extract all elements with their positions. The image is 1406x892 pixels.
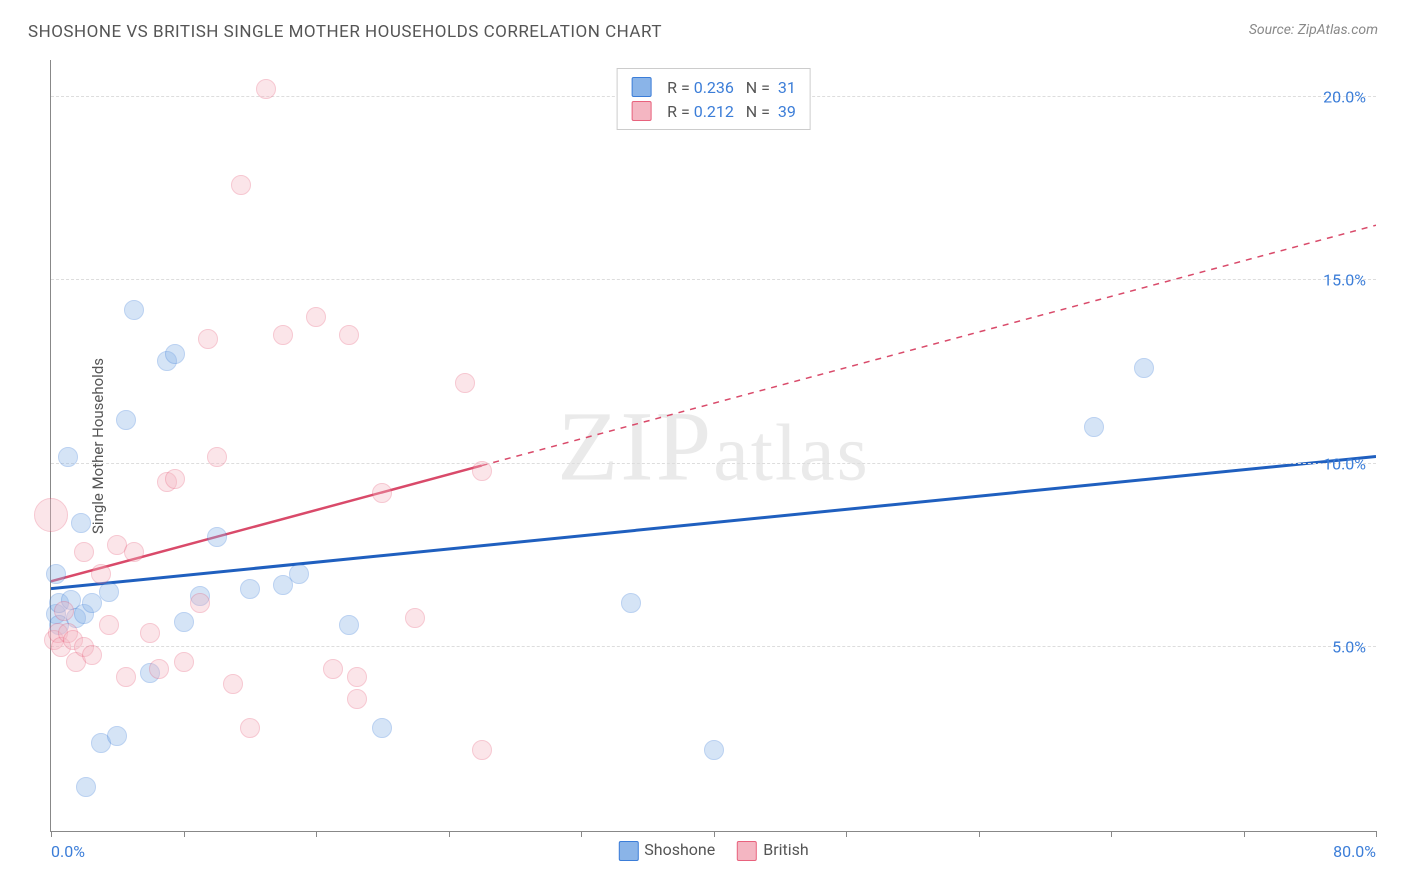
legend-swatch (631, 101, 651, 121)
stats-text: R = 0.236 N = 31 (667, 78, 796, 97)
stats-row: R = 0.236 N = 31 (631, 75, 796, 99)
data-point[interactable] (34, 498, 68, 532)
data-point[interactable] (71, 513, 91, 533)
data-point[interactable] (124, 542, 144, 562)
data-point[interactable] (58, 447, 78, 467)
plot-area: ZIPatlas R = 0.236 N = 31 R = 0.212 N = 3… (50, 60, 1376, 832)
y-tick-label: 5.0% (1332, 638, 1366, 657)
data-point[interactable] (174, 612, 194, 632)
data-point[interactable] (174, 652, 194, 672)
legend-label: British (763, 840, 808, 859)
data-point[interactable] (289, 564, 309, 584)
x-axis-max-label: 80.0% (1333, 842, 1376, 861)
data-point[interactable] (347, 689, 367, 709)
x-tick (316, 831, 317, 837)
gridline (51, 279, 1376, 280)
data-point[interactable] (190, 593, 210, 613)
data-point[interactable] (347, 667, 367, 687)
x-tick (1244, 831, 1245, 837)
data-point[interactable] (91, 564, 111, 584)
data-point[interactable] (76, 777, 96, 797)
data-point[interactable] (323, 659, 343, 679)
y-tick-label: 15.0% (1323, 271, 1366, 290)
data-point[interactable] (621, 593, 641, 613)
data-point[interactable] (140, 623, 160, 643)
data-point[interactable] (107, 726, 127, 746)
data-point[interactable] (1084, 417, 1104, 437)
x-tick (51, 831, 52, 837)
data-point[interactable] (372, 718, 392, 738)
data-point[interactable] (231, 175, 251, 195)
gridline (51, 463, 1376, 464)
chart-title: SHOSHONE VS BRITISH SINGLE MOTHER HOUSEH… (28, 22, 662, 42)
chart-container: SHOSHONE VS BRITISH SINGLE MOTHER HOUSEH… (0, 0, 1406, 892)
data-point[interactable] (455, 373, 475, 393)
data-point[interactable] (472, 740, 492, 760)
data-point[interactable] (240, 579, 260, 599)
data-point[interactable] (256, 79, 276, 99)
source-attribution: Source: ZipAtlas.com (1249, 22, 1378, 38)
data-point[interactable] (116, 667, 136, 687)
data-point[interactable] (1134, 358, 1154, 378)
data-point[interactable] (207, 527, 227, 547)
x-tick (979, 831, 980, 837)
data-point[interactable] (149, 659, 169, 679)
x-tick (184, 831, 185, 837)
stats-legend-box: R = 0.236 N = 31 R = 0.212 N = 39 (616, 68, 811, 130)
data-point[interactable] (405, 608, 425, 628)
data-point[interactable] (372, 483, 392, 503)
data-point[interactable] (704, 740, 724, 760)
gridline (51, 646, 1376, 647)
data-point[interactable] (99, 615, 119, 635)
x-tick (581, 831, 582, 837)
series-legend: Shoshone British (618, 840, 808, 861)
data-point[interactable] (339, 615, 359, 635)
data-point[interactable] (99, 582, 119, 602)
stats-row: R = 0.212 N = 39 (631, 99, 796, 123)
legend-item: British (737, 840, 808, 861)
y-tick-label: 20.0% (1323, 87, 1366, 106)
x-tick (1111, 831, 1112, 837)
data-point[interactable] (82, 645, 102, 665)
data-point[interactable] (54, 601, 74, 621)
data-point[interactable] (472, 461, 492, 481)
x-axis-min-label: 0.0% (51, 842, 85, 861)
x-tick (846, 831, 847, 837)
x-tick (449, 831, 450, 837)
data-point[interactable] (240, 718, 260, 738)
x-tick (1376, 831, 1377, 837)
data-point[interactable] (306, 307, 326, 327)
legend-label: Shoshone (644, 840, 715, 859)
data-point[interactable] (74, 542, 94, 562)
stats-text: R = 0.212 N = 39 (667, 102, 796, 121)
data-point[interactable] (198, 329, 218, 349)
y-tick-label: 10.0% (1323, 454, 1366, 473)
data-point[interactable] (207, 447, 227, 467)
data-point[interactable] (46, 564, 66, 584)
data-point[interactable] (165, 344, 185, 364)
data-point[interactable] (116, 410, 136, 430)
data-point[interactable] (339, 325, 359, 345)
data-point[interactable] (273, 325, 293, 345)
watermark: ZIPatlas (557, 388, 870, 503)
trend-lines (51, 60, 1376, 831)
legend-swatch (737, 841, 757, 861)
x-tick (714, 831, 715, 837)
data-point[interactable] (165, 469, 185, 489)
data-point[interactable] (223, 674, 243, 694)
legend-swatch (618, 841, 638, 861)
data-point[interactable] (124, 300, 144, 320)
legend-item: Shoshone (618, 840, 715, 861)
legend-swatch (631, 77, 651, 97)
